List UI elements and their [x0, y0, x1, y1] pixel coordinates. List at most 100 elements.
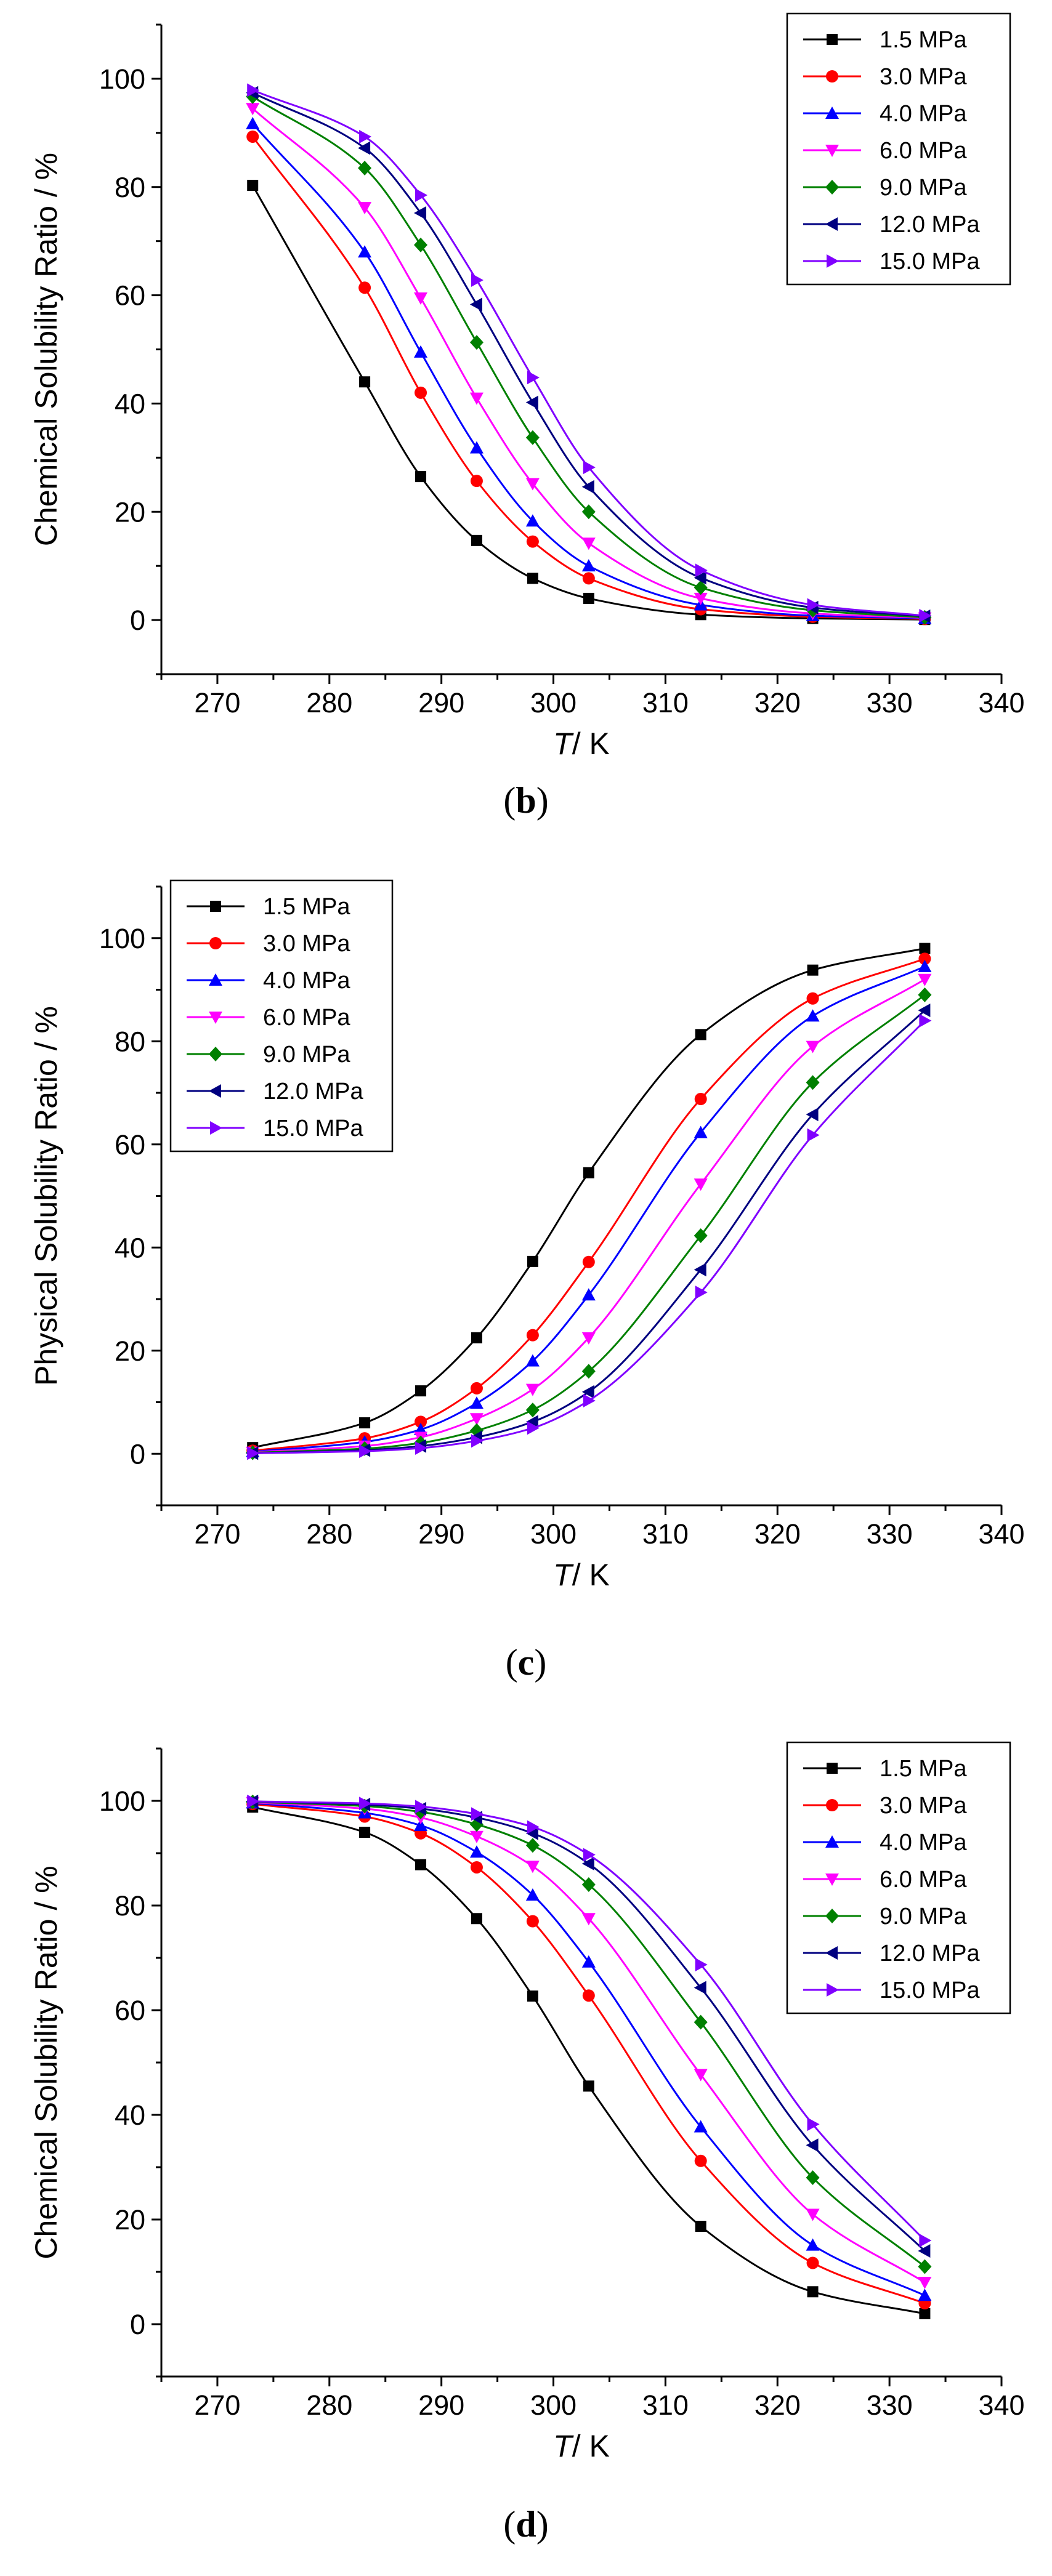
y-tick-label: 100 [99, 1785, 145, 1817]
data-point [581, 1955, 596, 1968]
data-point [358, 245, 372, 258]
legend-entry: 3.0 MPa [880, 64, 967, 90]
data-point [359, 129, 372, 143]
x-tick-label: 310 [642, 2389, 689, 2421]
data-point [918, 2259, 932, 2274]
data-point [806, 1108, 819, 1122]
caption-letter: b [516, 780, 536, 821]
y-tick-label: 40 [115, 2099, 145, 2131]
x-tick-label: 270 [194, 687, 240, 718]
data-point [919, 943, 931, 954]
data-point [695, 1958, 708, 1972]
caption-close-paren: ) [536, 780, 549, 821]
data-point [359, 1444, 372, 1459]
caption-open-paren: ( [503, 2504, 516, 2545]
legend-marker [210, 1121, 222, 1135]
data-point [694, 1228, 708, 1243]
series-line [253, 994, 926, 1454]
legend-entry: 4.0 MPa [880, 101, 967, 127]
data-point [527, 1990, 538, 2002]
data-point [918, 973, 932, 986]
x-axis-label-unit: / K [572, 2429, 610, 2463]
x-tick-label: 290 [418, 687, 464, 718]
legend-marker [825, 1835, 839, 1848]
y-tick-label: 60 [115, 1995, 145, 2026]
legend-marker [210, 901, 221, 912]
data-point [581, 1332, 596, 1345]
data-point [359, 376, 371, 388]
data-point [695, 2221, 706, 2232]
legend-entry: 6.0 MPa [263, 1005, 350, 1031]
y-tick-label: 0 [130, 2309, 145, 2340]
x-tick-label: 270 [194, 2389, 240, 2421]
series-line [253, 1801, 926, 2296]
legend-marker [825, 145, 839, 157]
legend-entry: 6.0 MPa [880, 1867, 967, 1893]
x-tick-label: 320 [755, 2389, 801, 2421]
legend-marker [825, 180, 839, 195]
y-tick-label: 100 [99, 923, 145, 954]
x-axis-label-var: T [553, 727, 574, 761]
y-tick-label: 60 [115, 280, 145, 312]
data-point [583, 2080, 594, 2092]
y-axis-label: Chemical Solubility Ratio / % [29, 153, 63, 546]
data-point [471, 1332, 482, 1343]
chart-panel-b: 270 280 290 300 310 320 330 340 0 20 40 60 80 100 T/ K… [29, 12, 1025, 821]
caption-close-paren: ) [536, 2504, 549, 2545]
data-point [359, 1827, 371, 1838]
data-point [806, 2170, 820, 2185]
legend-entry: 3.0 MPa [263, 931, 350, 957]
legend-marker [825, 107, 839, 119]
data-point [527, 1820, 540, 1834]
data-point [581, 559, 596, 572]
legend-marker [825, 1946, 838, 1960]
legend-entry: 9.0 MPa [880, 175, 967, 201]
legend-entry: 3.0 MPa [880, 1793, 967, 1819]
y-tick-label: 20 [115, 1335, 145, 1367]
x-axis-label: T/ K [553, 1558, 610, 1592]
panel-caption: (d) [503, 2504, 548, 2545]
data-point [694, 1263, 706, 1277]
data-point [583, 1167, 594, 1178]
x-tick-label: 310 [642, 1518, 689, 1550]
legend-marker [827, 1763, 838, 1774]
legend-marker [827, 34, 838, 45]
data-point [415, 1800, 428, 1814]
series-line [252, 1806, 925, 2315]
data-point [247, 1794, 260, 1808]
data-point [414, 1818, 428, 1831]
legend-box [786, 1741, 1011, 2015]
legend-entry: 1.5 MPa [880, 1756, 967, 1782]
panel-caption: (c) [506, 1642, 547, 1683]
data-point [359, 1797, 372, 1811]
series-line [252, 948, 925, 1449]
y-tick-label: 80 [115, 1026, 145, 1057]
x-axis-label-var: T [553, 1558, 574, 1592]
data-point [527, 1255, 538, 1267]
data-point [694, 2120, 708, 2133]
data-point [806, 2138, 819, 2152]
data-point [470, 1382, 483, 1395]
data-point [918, 2288, 932, 2301]
y-tick-label: 40 [115, 1232, 145, 1263]
legend-entry: 12.0 MPa [880, 1941, 981, 1966]
data-point [525, 1861, 540, 1874]
data-point [469, 1413, 484, 1426]
data-point [358, 141, 371, 155]
data-point [525, 1354, 540, 1367]
series-line [253, 1801, 926, 2284]
data-point [415, 386, 427, 399]
data-point [247, 1446, 260, 1460]
data-point [527, 1421, 540, 1435]
y-tick-label: 80 [115, 172, 145, 203]
series-line [253, 1801, 926, 2268]
data-point [415, 1859, 427, 1870]
data-point [525, 395, 538, 409]
data-point [358, 202, 372, 215]
data-point [583, 1393, 596, 1407]
data-point [470, 1861, 483, 1874]
caption-open-paren: ( [503, 780, 516, 821]
data-point [919, 2308, 931, 2319]
data-point [583, 1848, 596, 1862]
x-tick-label: 340 [978, 687, 1024, 718]
